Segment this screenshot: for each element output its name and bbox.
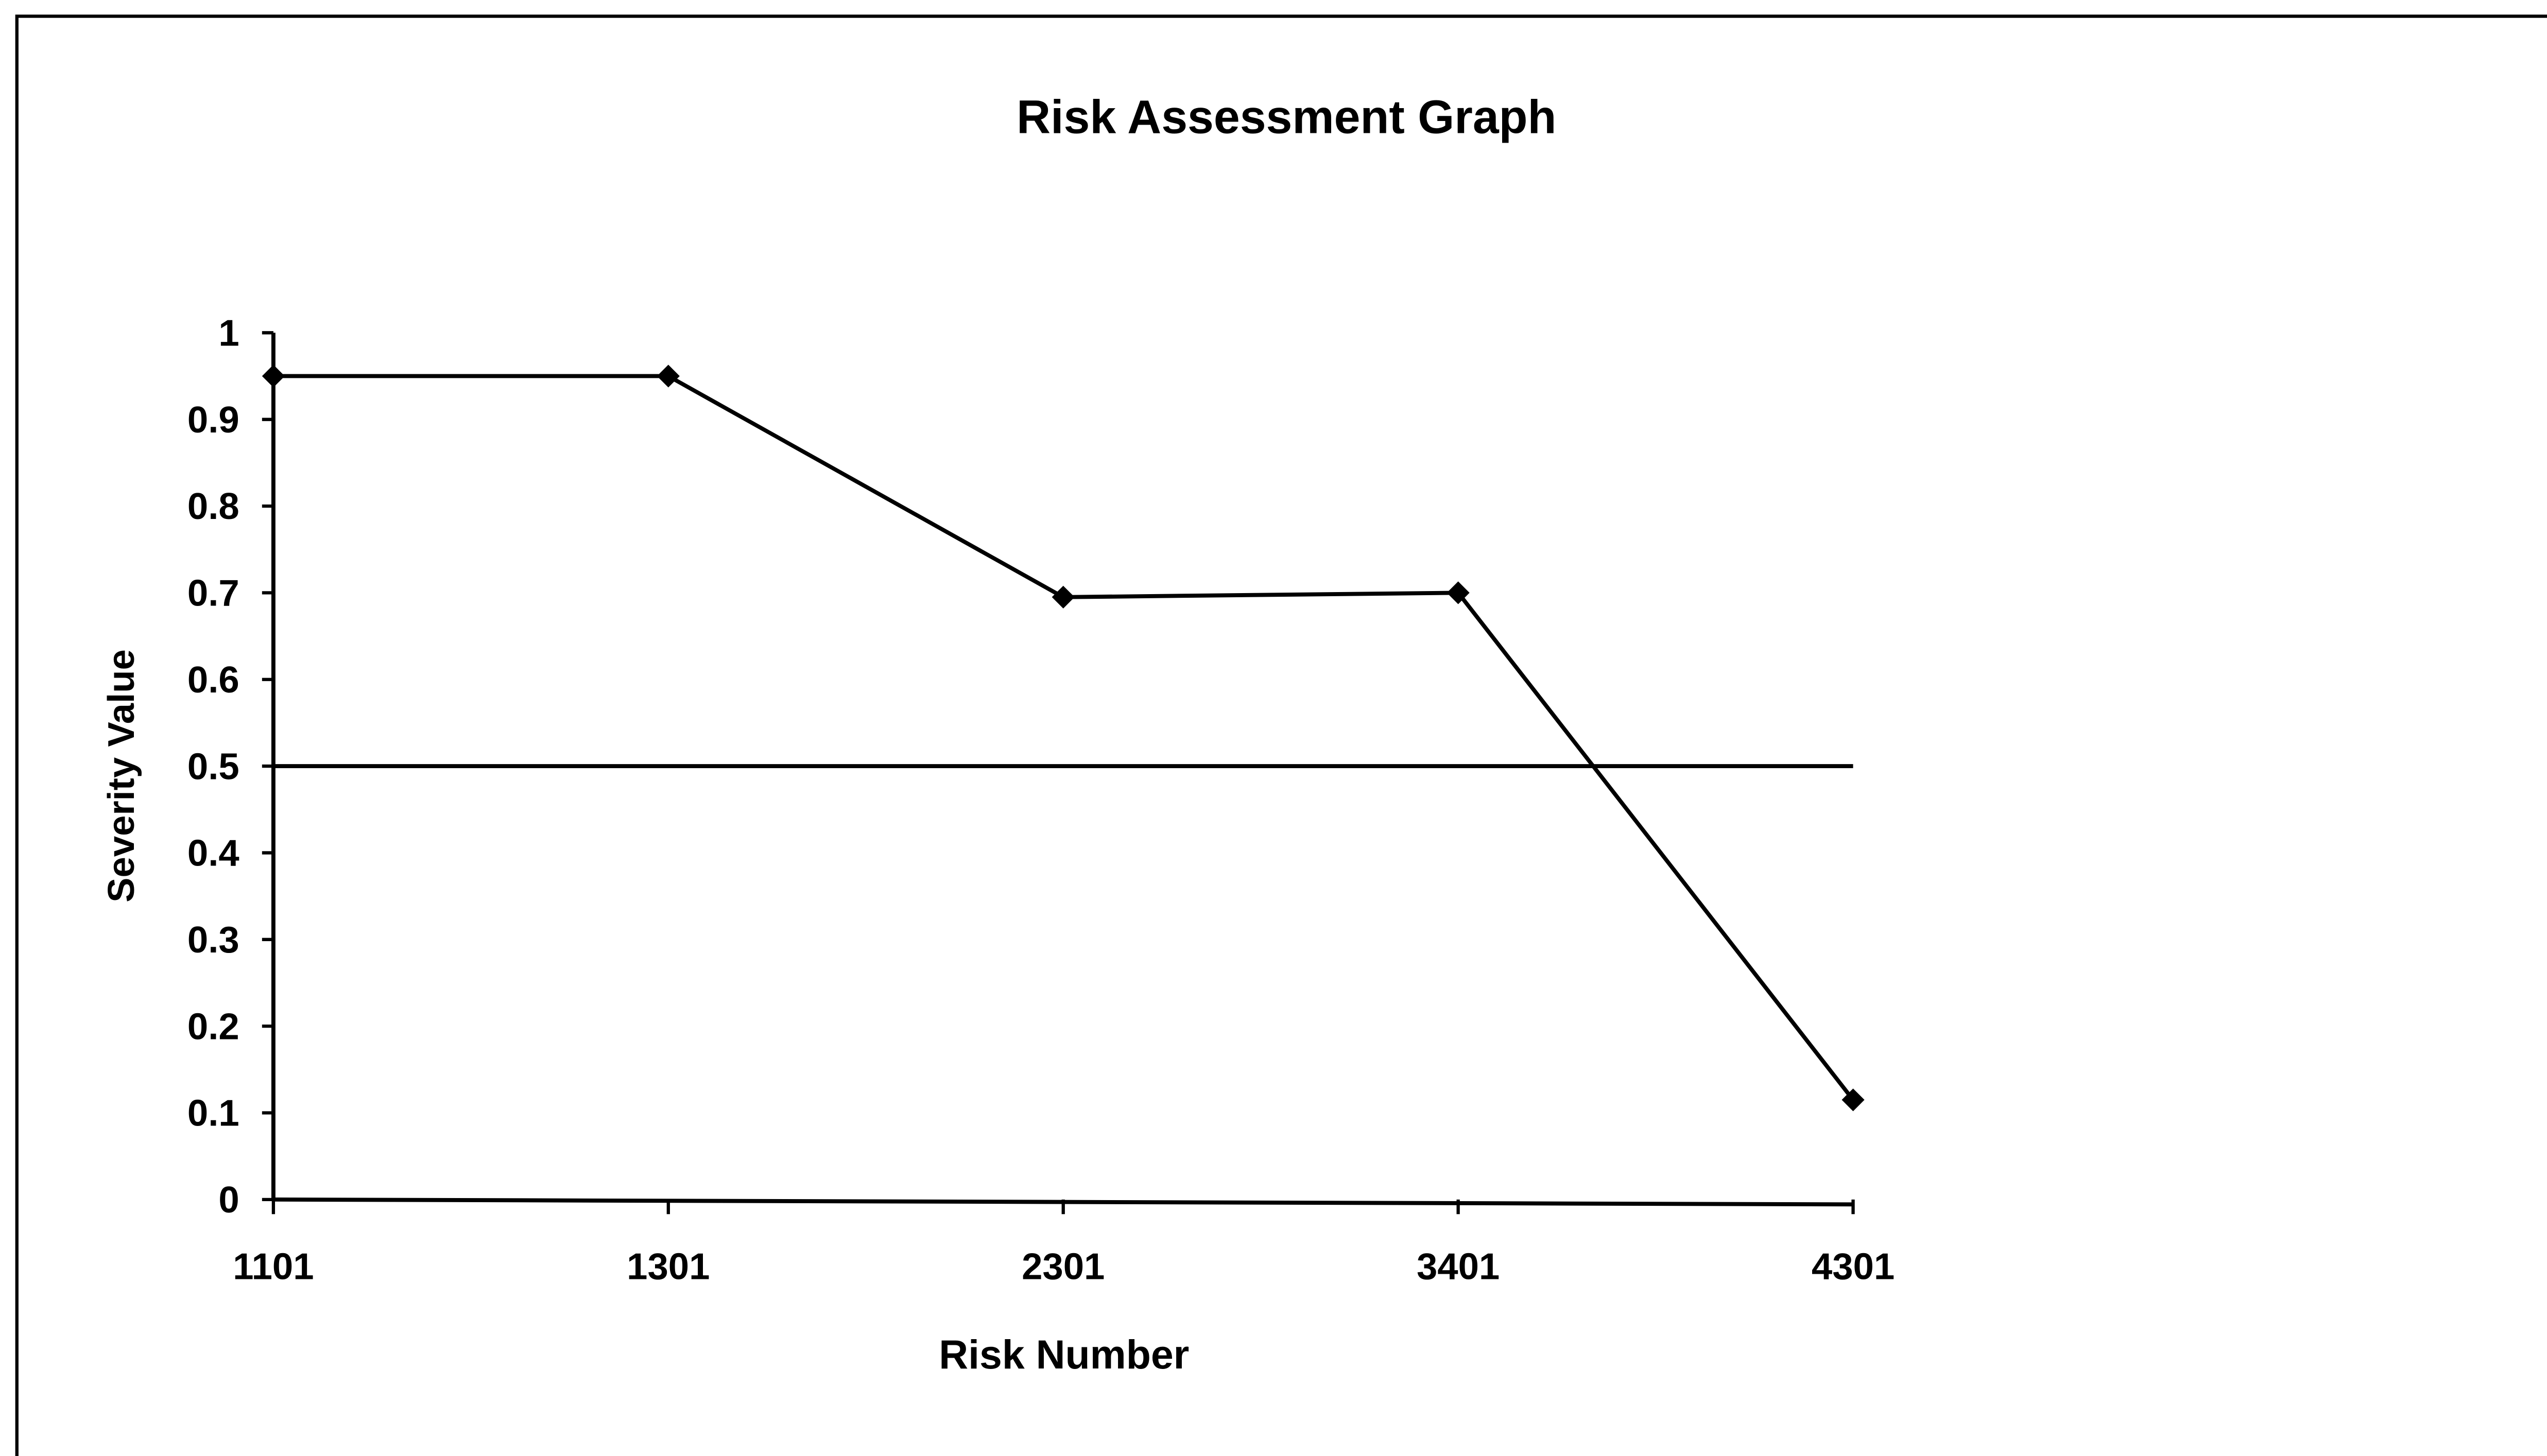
y-tick-label: 0.6 — [187, 659, 239, 701]
y-tick-label: 0.4 — [187, 833, 239, 874]
y-tick-label: 0.9 — [187, 399, 239, 441]
x-tick-label: 1101 — [233, 1245, 314, 1287]
y-tick-label: 0.5 — [187, 746, 239, 787]
data-point — [657, 365, 680, 388]
x-axis-label: Risk Number — [939, 1332, 1189, 1377]
y-axis-label: Severity Value — [100, 649, 142, 903]
y-tick-label: 0.7 — [187, 573, 239, 614]
y-tick-label: 0.2 — [187, 1006, 239, 1047]
y-tick-label: 0.1 — [187, 1093, 239, 1134]
x-tick-label: 1301 — [627, 1245, 710, 1287]
y-tick-label: 0.3 — [187, 919, 239, 961]
x-tick-label: 2301 — [1022, 1245, 1105, 1287]
chart-title: Risk Assessment Graph — [1017, 91, 1556, 144]
y-tick-label: 1 — [218, 313, 239, 354]
x-tick-label: 3401 — [1417, 1245, 1500, 1287]
y-tick-label: 0.8 — [187, 486, 239, 527]
x-tick-label: 4301 — [1812, 1245, 1895, 1287]
data-point — [1052, 585, 1075, 609]
data-point — [262, 365, 285, 388]
chart-frame — [15, 14, 2547, 1456]
y-tick-label: 0 — [218, 1179, 239, 1221]
data-line — [273, 374, 1855, 1101]
